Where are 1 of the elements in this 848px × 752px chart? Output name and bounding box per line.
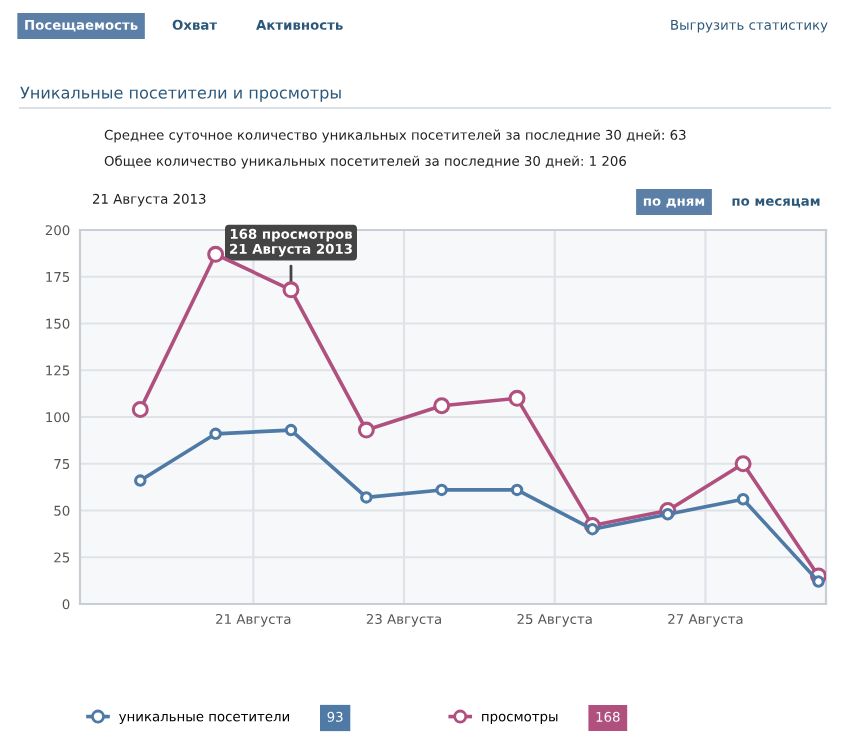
chart-title: Уникальные посетители и просмотры	[20, 86, 341, 102]
